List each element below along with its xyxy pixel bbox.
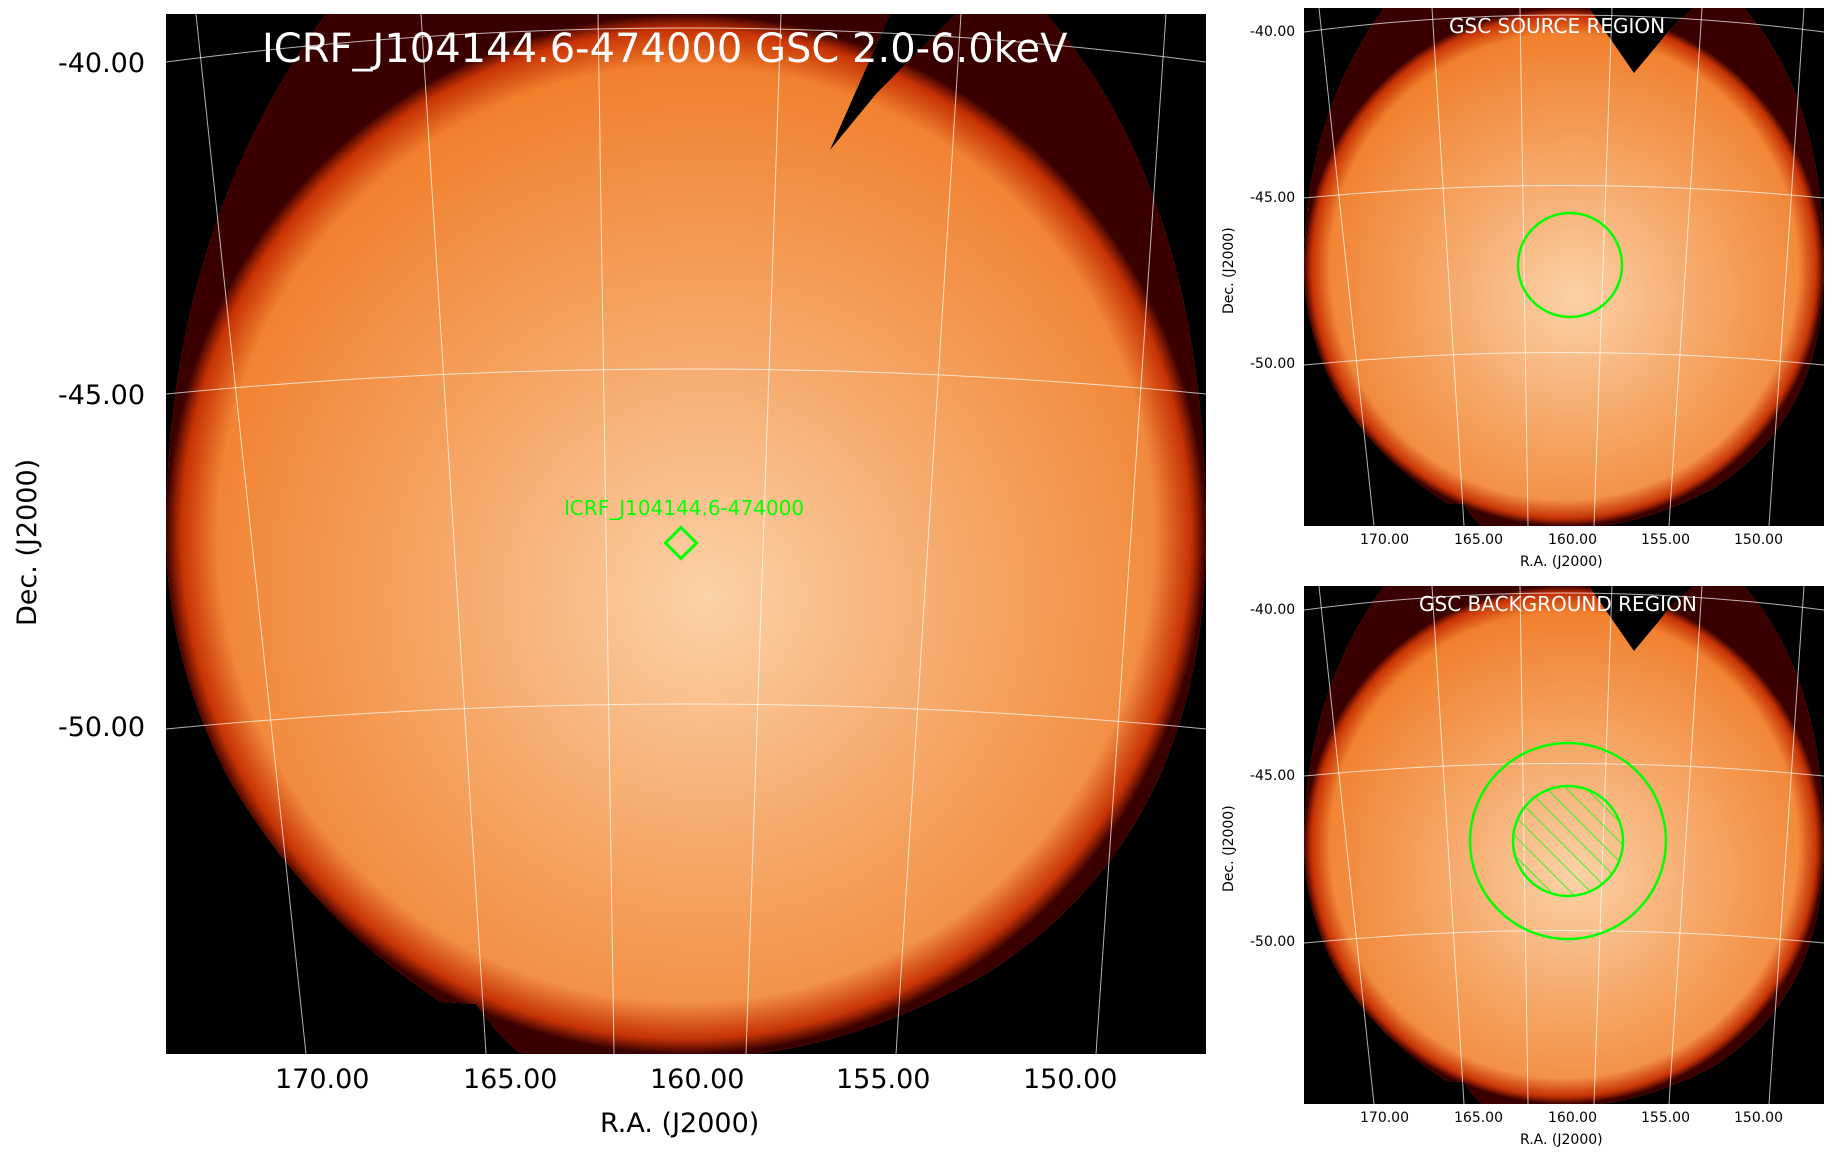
main-ra-tick: 165.00	[463, 1064, 558, 1095]
background-ra-tick: 170.00	[1360, 1110, 1409, 1126]
source-coordinate-grid	[1304, 8, 1824, 526]
main-dec-tick: -45.00	[58, 380, 146, 411]
background-region-panel: GSC BACKGROUND REGION -40.00 -45.00 -50.…	[1220, 578, 1832, 1156]
main-ra-tick: 170.00	[275, 1064, 370, 1095]
main-ra-tick: 155.00	[836, 1064, 931, 1095]
background-ra-tick: 155.00	[1641, 1110, 1690, 1126]
source-y-axis-label: Dec. (J2000)	[1221, 227, 1237, 314]
background-ra-tick: 150.00	[1734, 1110, 1783, 1126]
main-ra-tick: 160.00	[650, 1064, 745, 1095]
source-ra-tick: 155.00	[1641, 532, 1690, 548]
source-image-frame: GSC SOURCE REGION	[1304, 8, 1824, 526]
main-dec-tick: -40.00	[58, 48, 146, 79]
source-dec-tick: -50.00	[1250, 356, 1296, 372]
background-excluded-source-circle	[1511, 784, 1625, 898]
source-ra-tick: 160.00	[1548, 532, 1597, 548]
source-dec-tick: -40.00	[1250, 24, 1296, 40]
background-ra-tick: 165.00	[1454, 1110, 1503, 1126]
source-region-panel: GSC SOURCE REGION -40.00 -45.00 -50.00 1…	[1220, 0, 1832, 578]
main-coordinate-grid	[166, 14, 1206, 1054]
background-annulus-outer-circle	[1468, 741, 1668, 941]
main-image-frame: ICRF_J104144.6-474000 GSC 2.0-6.0keV ICR…	[166, 14, 1206, 1054]
source-region-circle	[1516, 211, 1624, 319]
source-x-axis-label: R.A. (J2000)	[1520, 554, 1603, 570]
background-panel-title: GSC BACKGROUND REGION	[1419, 592, 1697, 616]
main-sky-image	[166, 14, 1206, 1054]
main-source-label: ICRF_J104144.6-474000	[564, 496, 805, 520]
background-dec-tick: -50.00	[1250, 934, 1296, 950]
background-dec-tick: -45.00	[1250, 768, 1296, 784]
main-y-axis-label: Dec. (J2000)	[12, 458, 43, 626]
source-ra-tick: 165.00	[1454, 532, 1503, 548]
main-dec-tick: -50.00	[58, 712, 146, 743]
main-panel: ICRF_J104144.6-474000 GSC 2.0-6.0keV ICR…	[12, 14, 1206, 1139]
source-marker-diamond	[663, 525, 699, 561]
background-sky-image	[1304, 586, 1824, 1104]
source-ra-tick: 170.00	[1360, 532, 1409, 548]
main-title: ICRF_J104144.6-474000 GSC 2.0-6.0keV	[262, 26, 1068, 72]
background-exposure-disk	[1304, 586, 1824, 1104]
background-y-axis-label: Dec. (J2000)	[1221, 805, 1237, 892]
source-dec-tick: -45.00	[1250, 190, 1296, 206]
main-x-axis-label: R.A. (J2000)	[600, 1108, 760, 1139]
background-ra-tick: 160.00	[1548, 1110, 1597, 1126]
source-sky-image	[1304, 8, 1824, 526]
main-ra-tick: 150.00	[1023, 1064, 1118, 1095]
source-panel-title: GSC SOURCE REGION	[1449, 14, 1666, 38]
source-exposure-disk	[1304, 8, 1824, 526]
background-image-frame: GSC BACKGROUND REGION	[1304, 586, 1824, 1104]
background-dec-tick: -40.00	[1250, 602, 1296, 618]
source-ra-tick: 150.00	[1734, 532, 1783, 548]
background-x-axis-label: R.A. (J2000)	[1520, 1132, 1603, 1148]
